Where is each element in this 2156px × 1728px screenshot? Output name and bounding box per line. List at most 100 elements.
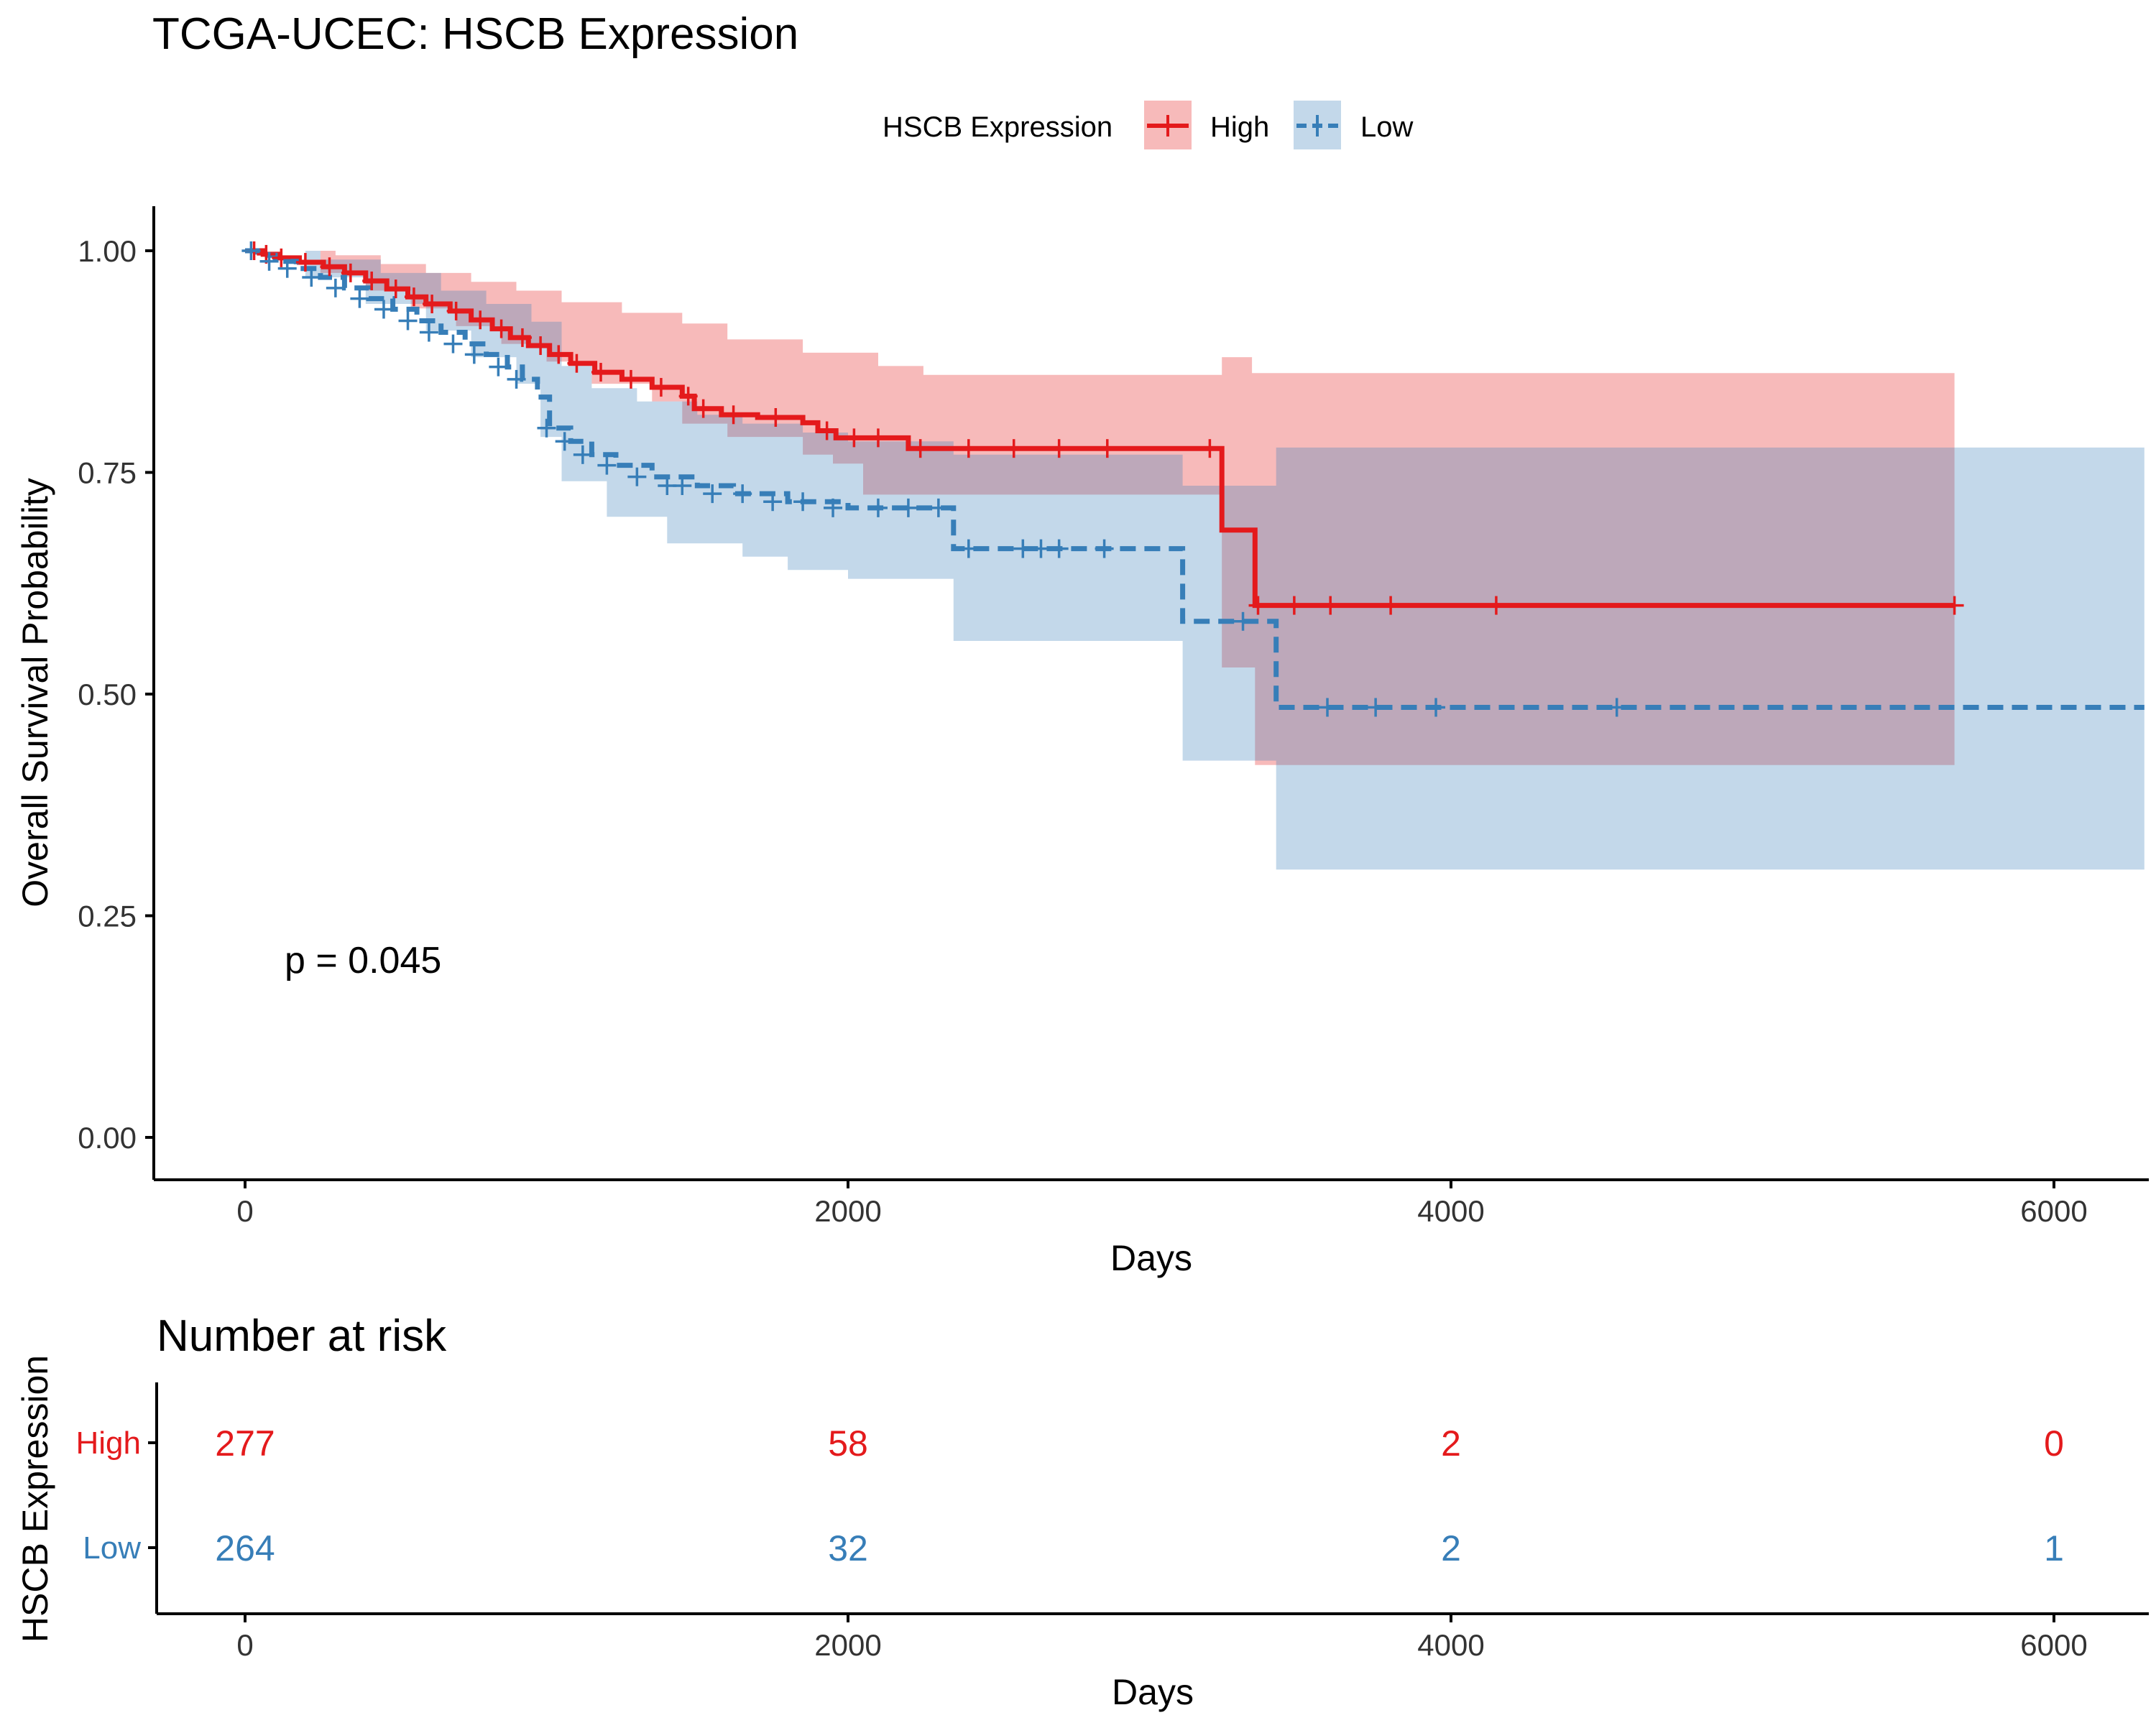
censor-mark-high	[446, 301, 466, 320]
censor-mark-low	[302, 268, 321, 287]
censor-mark-high	[1097, 439, 1117, 458]
censor-mark-low	[443, 334, 463, 354]
censor-mark-low	[1366, 698, 1386, 717]
legend: HSCB Expression High Low	[883, 101, 1413, 149]
censor-mark-high	[621, 369, 640, 389]
risk-table-title: Number at risk	[157, 1311, 447, 1361]
censor-mark-high	[1004, 439, 1023, 458]
censor-mark-high	[766, 407, 786, 427]
y-axis-ticks: 0.00 0.25 0.50 0.75 1.00	[78, 234, 154, 1155]
censor-mark-high	[1248, 596, 1268, 615]
censor-mark-low	[868, 498, 888, 517]
x-tick-label: 4000	[1417, 1194, 1484, 1228]
censor-mark-low	[374, 300, 393, 319]
risk-count-low: 32	[828, 1528, 868, 1568]
y-tick-label: 0.25	[78, 900, 137, 933]
censor-mark-high	[386, 279, 405, 299]
censor-mark-high	[404, 287, 423, 307]
censor-mark-low	[1427, 698, 1446, 717]
censor-mark-low	[350, 289, 369, 308]
censor-mark-low	[398, 311, 418, 331]
x-axis-title: Days	[1110, 1238, 1192, 1278]
censor-mark-high	[1381, 596, 1401, 615]
survival-plot-panel: 0.00 0.25 0.50 0.75 1.00 0 2000 4000 6000 p = 0…	[15, 206, 2149, 1278]
censor-mark-low	[733, 484, 752, 504]
censor-mark-high	[724, 405, 743, 425]
censor-mark-high	[817, 421, 837, 440]
risk-count-high: 0	[2044, 1423, 2064, 1464]
censor-mark-low	[1607, 698, 1626, 717]
censor-mark-low	[627, 467, 647, 486]
censor-mark-high	[1945, 596, 1964, 615]
y-tick-label: 1.00	[78, 234, 137, 268]
censor-mark-high	[678, 387, 698, 406]
censor-mark-low	[241, 241, 261, 260]
censor-mark-low	[489, 357, 508, 376]
risk-x-tick-label: 6000	[2020, 1628, 2087, 1662]
censor-mark-low	[277, 259, 297, 278]
censor-mark-low	[507, 369, 526, 389]
risk-x-tick-label: 4000	[1417, 1628, 1484, 1662]
censor-mark-low	[673, 476, 692, 496]
legend-title: HSCB Expression	[883, 111, 1112, 143]
censor-marks	[241, 241, 1964, 717]
y-tick-label: 0.50	[78, 678, 137, 711]
ci-band-high	[245, 251, 1955, 765]
chart-title: TCGA-UCEC: HSCB Expression	[152, 9, 798, 59]
censor-mark-low	[419, 323, 438, 342]
y-axis-title: Overall Survival Probability	[15, 478, 55, 907]
censor-mark-low	[1233, 611, 1253, 631]
censor-mark-high	[651, 378, 671, 397]
ci-band-low	[245, 251, 2145, 870]
censor-mark-high	[694, 399, 713, 418]
risk-x-tick-label: 0	[236, 1628, 253, 1662]
censor-mark-high	[492, 319, 511, 338]
censor-mark-high	[549, 345, 568, 364]
censor-mark-low	[1318, 698, 1337, 717]
y-tick-label: 0.00	[78, 1121, 137, 1155]
censor-mark-low	[259, 251, 279, 271]
risk-count-low: 2	[1441, 1528, 1461, 1568]
risk-count-low: 1	[2044, 1528, 2064, 1568]
censor-mark-high	[341, 263, 360, 282]
risk-y-axis-title: HSCB Expression	[15, 1355, 55, 1642]
censor-mark-high	[295, 253, 315, 272]
risk-table-rows: High 277 58 2 0 Low 264 32 2 1	[76, 1423, 2064, 1568]
y-tick-label: 0.75	[78, 456, 137, 490]
censor-mark-high	[362, 271, 382, 290]
censor-mark-high	[567, 354, 586, 373]
legend-label-high: High	[1210, 111, 1269, 143]
risk-x-tick-label: 2000	[814, 1628, 881, 1662]
censor-mark-low	[929, 498, 948, 517]
censor-mark-high	[1200, 439, 1220, 458]
risk-x-axis-ticks: 0 2000 4000 6000	[236, 1614, 2088, 1662]
censor-mark-high	[423, 295, 442, 314]
censor-mark-high	[320, 257, 339, 277]
censor-mark-high	[272, 248, 291, 267]
censor-mark-low	[959, 539, 978, 558]
censor-mark-low	[1049, 539, 1069, 558]
risk-count-high: 277	[215, 1423, 275, 1464]
censor-mark-high	[591, 363, 611, 382]
x-tick-label: 6000	[2020, 1194, 2087, 1228]
censor-mark-low	[537, 418, 556, 438]
censor-mark-high	[868, 428, 888, 448]
censor-mark-low	[703, 484, 722, 504]
p-value-annotation: p = 0.045	[285, 940, 441, 981]
censor-mark-low	[824, 498, 843, 517]
censor-mark-high	[1486, 596, 1506, 615]
risk-count-low: 264	[215, 1528, 275, 1568]
censor-mark-low	[898, 498, 918, 517]
x-tick-label: 2000	[814, 1194, 881, 1228]
x-axis-ticks: 0 2000 4000 6000	[236, 1180, 2088, 1228]
x-tick-label: 0	[236, 1194, 253, 1228]
risk-row-label-low: Low	[83, 1530, 141, 1566]
censor-mark-high	[471, 310, 490, 330]
censor-mark-high	[512, 328, 532, 347]
risk-x-axis-title: Days	[1112, 1672, 1194, 1712]
censor-mark-low	[763, 492, 783, 512]
risk-row-label-high: High	[76, 1426, 142, 1461]
risk-table-panel: Number at risk High 277 58 2 0 Low 264 32 2 1 0 20…	[15, 1311, 2149, 1712]
